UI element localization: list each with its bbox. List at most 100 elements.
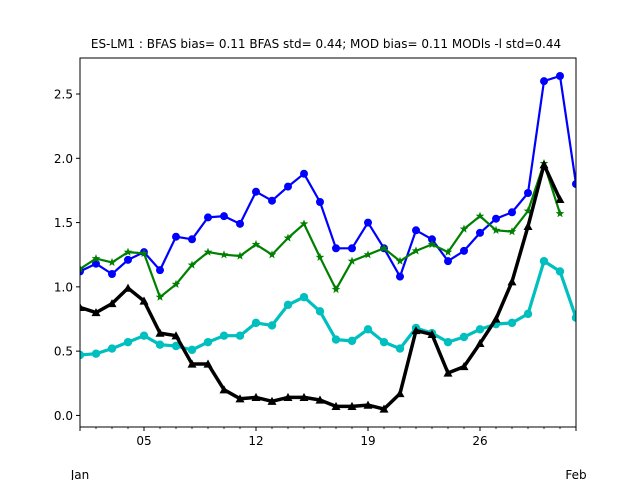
- data-point: [299, 219, 309, 228]
- data-point: [395, 344, 405, 353]
- data-point: [492, 214, 500, 223]
- data-point: [507, 318, 517, 328]
- data-point: [219, 385, 229, 394]
- data-point: [427, 239, 437, 249]
- data-point: [267, 321, 277, 330]
- data-point: [91, 349, 101, 358]
- data-point: [80, 302, 85, 312]
- data-point: [235, 251, 245, 260]
- data-point: [379, 243, 389, 252]
- data-point: [572, 180, 576, 188]
- data-point: [107, 299, 117, 308]
- data-point: [187, 345, 197, 355]
- data-point: [540, 77, 548, 86]
- data-point: [156, 266, 164, 275]
- data-point: [347, 336, 357, 346]
- chart-title: ES-LM1 : BFAS bias= 0.11 BFAS std= 0.44;…: [91, 37, 561, 51]
- data-point: [203, 337, 213, 347]
- x-tick-label: 26: [472, 434, 487, 448]
- data-point: [267, 396, 277, 405]
- data-point: [523, 221, 533, 231]
- data-point: [507, 277, 517, 286]
- series-0: [80, 72, 576, 281]
- data-point: [107, 344, 117, 353]
- data-point: [379, 337, 389, 347]
- month-label: Feb: [565, 468, 586, 480]
- data-point: [139, 296, 149, 305]
- data-point: [332, 244, 340, 253]
- data-point: [428, 235, 436, 244]
- data-point: [347, 401, 357, 411]
- data-point: [124, 255, 132, 264]
- data-point: [267, 250, 277, 259]
- data-point: [107, 257, 117, 267]
- data-point: [412, 226, 420, 235]
- data-point: [555, 267, 565, 276]
- data-point: [155, 292, 165, 301]
- data-point: [555, 209, 565, 218]
- plot-frame: [79, 57, 577, 428]
- data-point: [171, 341, 181, 351]
- data-point: [123, 247, 133, 256]
- data-point: [300, 169, 308, 178]
- data-point: [475, 211, 485, 220]
- month-label: Jan: [70, 468, 90, 480]
- data-point: [444, 257, 452, 266]
- data-point: [524, 189, 532, 197]
- data-point: [348, 244, 356, 253]
- data-point: [187, 260, 197, 269]
- data-point: [315, 395, 325, 404]
- data-point: [123, 283, 133, 292]
- data-point: [123, 337, 133, 347]
- data-point: [251, 239, 261, 249]
- data-point: [187, 359, 197, 368]
- data-point: [459, 224, 469, 233]
- data-point: [155, 340, 165, 349]
- data-point: [460, 246, 468, 255]
- series-line: [80, 74, 576, 278]
- y-tick-label: 2.0: [54, 152, 73, 166]
- data-point: [556, 72, 564, 80]
- data-point: [395, 389, 405, 398]
- data-point: [171, 279, 181, 288]
- y-tick-label: 2.5: [54, 88, 73, 102]
- data-point: [171, 331, 181, 340]
- data-point: [283, 392, 293, 402]
- data-point: [139, 248, 149, 258]
- data-point: [363, 250, 373, 259]
- data-point: [443, 368, 453, 377]
- y-tick-label: 0.5: [54, 345, 73, 359]
- x-tick-label: 05: [136, 434, 151, 448]
- data-point: [203, 359, 213, 368]
- data-point: [396, 272, 404, 281]
- data-point: [443, 247, 453, 256]
- data-point: [491, 314, 501, 323]
- data-point: [475, 338, 485, 348]
- axis-layer: 0.0 0.5 1.0 1.5 2.0 2.5 05 12 19 26 Jan Feb: [54, 88, 587, 480]
- data-point: [236, 219, 244, 228]
- x-tick-label: 12: [248, 434, 263, 448]
- data-point: [80, 350, 85, 360]
- series-line: [80, 162, 562, 299]
- data-point: [443, 337, 453, 347]
- data-point: [411, 326, 421, 335]
- data-point: [427, 329, 437, 339]
- data-point: [219, 250, 229, 259]
- data-point: [283, 300, 293, 310]
- data-point: [283, 233, 293, 242]
- x-tick-label: 19: [360, 434, 375, 448]
- data-point: [204, 213, 212, 222]
- data-point: [331, 284, 341, 294]
- series-3: [80, 160, 565, 413]
- data-point: [475, 325, 485, 334]
- data-point: [251, 318, 261, 328]
- data-point: [299, 392, 309, 402]
- data-point: [219, 331, 229, 340]
- y-tick-label: 1.5: [54, 216, 73, 230]
- data-point: [80, 264, 85, 273]
- data-point: [459, 332, 469, 342]
- data-point: [555, 194, 565, 204]
- data-point: [91, 308, 101, 317]
